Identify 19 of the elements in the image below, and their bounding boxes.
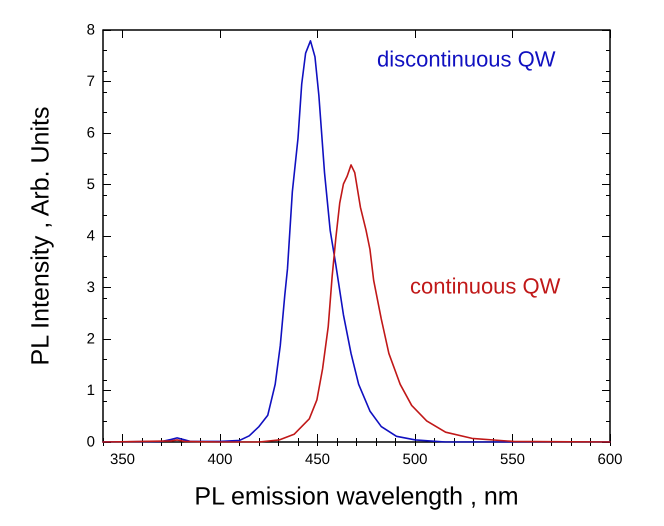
x-tick-label: 600 (597, 451, 623, 468)
x-tick-label: 400 (207, 451, 233, 468)
text: discontinuous QW (377, 46, 556, 72)
y-tick-label: 3 (86, 279, 95, 296)
series-label: continuous QW (410, 274, 561, 298)
x-axis-title: PL emission wavelength , nm (194, 482, 519, 510)
x-tick-label: 450 (304, 451, 330, 468)
y-axis-title: PL Intensity , Arb. Units (26, 106, 54, 366)
y-tick-label: 0 (86, 434, 95, 450)
x-tick-label: 500 (402, 451, 428, 468)
y-tick-label: 8 (86, 22, 95, 38)
x-tick-label: 550 (500, 451, 526, 468)
x-tick-label: 350 (110, 451, 136, 468)
y-tick-label: 1 (86, 382, 95, 399)
y-tick-label: 4 (86, 228, 95, 244)
y-tick-label: 7 (86, 73, 95, 90)
y-tick-label: 5 (86, 176, 95, 193)
y-tick-label: 2 (86, 330, 95, 348)
y-tick-label: 6 (86, 124, 95, 142)
